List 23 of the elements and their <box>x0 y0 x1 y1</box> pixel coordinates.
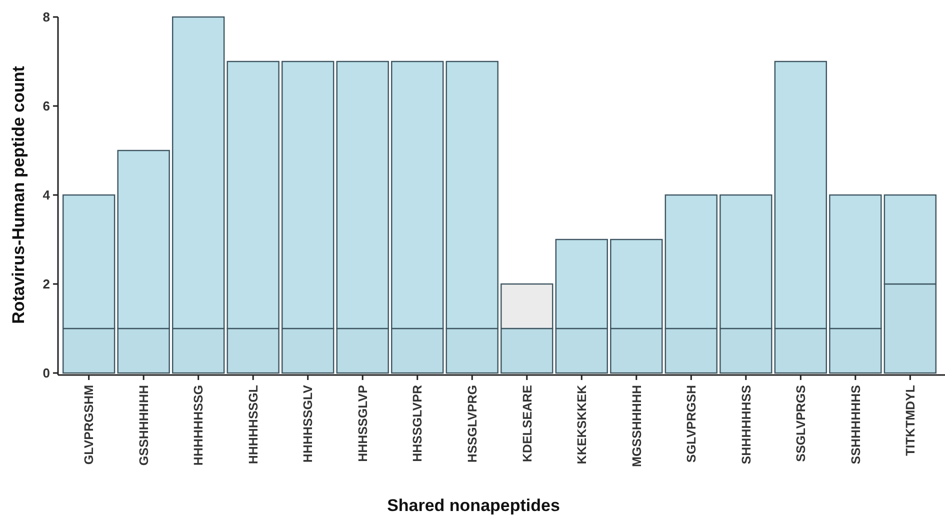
x-tick-label: SSGLVPRGS <box>794 385 808 462</box>
x-tick-label: SSHHHHHHS <box>848 385 863 464</box>
x-tick-label: MGSSHHHHH <box>630 385 644 467</box>
x-tick-label: HHHSSGLVP <box>356 385 370 462</box>
y-tick-label: 2 <box>42 276 50 292</box>
x-tick-label: KDELSEARE <box>520 385 534 462</box>
x-tick-label: SHHHHHHSS <box>739 385 754 464</box>
y-tick-label: 8 <box>42 10 50 25</box>
x-tick-label: HHHHHHSSG <box>192 385 206 466</box>
x-tick-label: SGLVPRGSH <box>684 385 699 463</box>
x-tick-label: GLVPRGSHM <box>82 385 96 465</box>
x-tick-label: TITKTMDYL <box>904 384 918 456</box>
x-tick-label: HHHHSSGLV <box>301 384 316 463</box>
y-tick-label: 4 <box>42 188 51 203</box>
x-tick-label: HSSGLVPRG <box>465 385 480 463</box>
x-tick-label: HHSSGLVPR <box>410 385 425 462</box>
y-axis-title: Rotavirus-Human peptide count <box>9 66 28 324</box>
y-tick-label: 0 <box>42 366 50 381</box>
x-tick-label: GSSHHHHHH <box>136 385 151 466</box>
x-axis-title: Shared nonapeptides <box>387 496 560 515</box>
x-tick-label: HHHHHSSGL <box>246 384 260 464</box>
y-tick-label: 6 <box>42 98 50 114</box>
x-tick-label: KKEKSKKEK <box>575 385 590 464</box>
